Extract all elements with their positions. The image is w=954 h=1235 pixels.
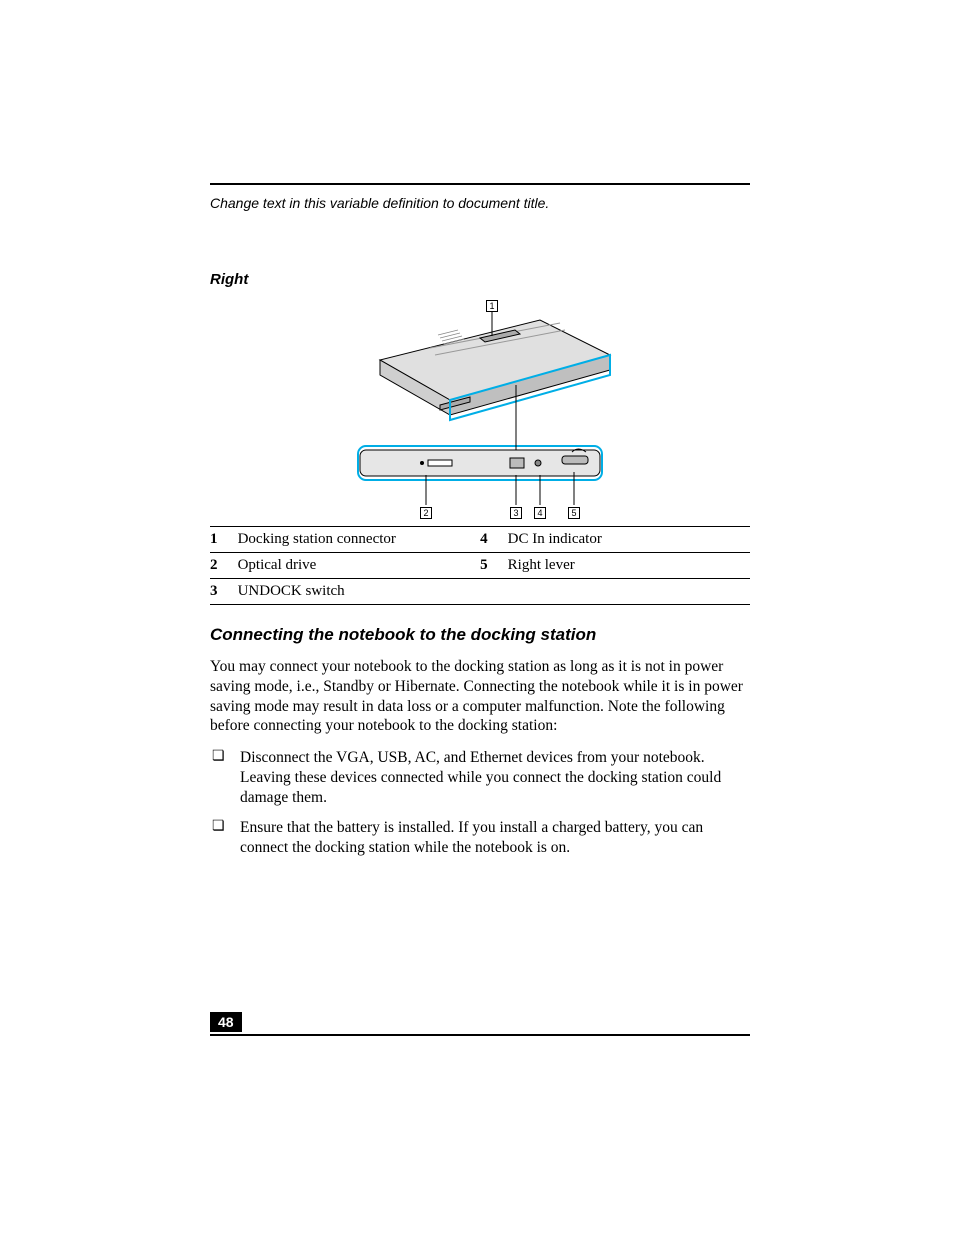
docking-station-diagram: 1 2 3 4 5 <box>340 300 620 520</box>
callout-4: 4 <box>534 507 546 519</box>
legend-num: 2 <box>210 553 238 579</box>
legend-num: 3 <box>210 579 238 605</box>
callout-2: 2 <box>420 507 432 519</box>
header-rule <box>210 183 750 185</box>
legend-num: 5 <box>480 553 508 579</box>
legend-label: Optical drive <box>238 553 480 579</box>
footer-rule <box>210 1034 750 1036</box>
legend-label: UNDOCK switch <box>238 579 480 605</box>
table-row: 1 Docking station connector 4 DC In indi… <box>210 527 750 553</box>
figure-caption: Right <box>210 271 750 288</box>
legend-label <box>508 579 750 605</box>
legend-num <box>480 579 508 605</box>
body-paragraph: You may connect your notebook to the doc… <box>210 657 750 736</box>
table-row: 3 UNDOCK switch <box>210 579 750 605</box>
figure-container: 1 2 3 4 5 <box>210 300 750 520</box>
page-number: 48 <box>210 1012 242 1032</box>
callout-1: 1 <box>486 300 498 312</box>
callout-3: 3 <box>510 507 522 519</box>
legend-table: 1 Docking station connector 4 DC In indi… <box>210 526 750 605</box>
list-item: Disconnect the VGA, USB, AC, and Etherne… <box>210 748 750 807</box>
legend-num: 1 <box>210 527 238 553</box>
page-footer: 48 <box>210 1012 750 1036</box>
diagram-svg <box>340 300 620 520</box>
legend-num: 4 <box>480 527 508 553</box>
legend-label: Docking station connector <box>238 527 480 553</box>
legend-label: DC In indicator <box>508 527 750 553</box>
list-item: Ensure that the battery is installed. If… <box>210 818 750 858</box>
section-heading: Connecting the notebook to the docking s… <box>210 625 750 645</box>
running-head: Change text in this variable definition … <box>210 195 750 211</box>
bullet-list: Disconnect the VGA, USB, AC, and Etherne… <box>210 748 750 857</box>
legend-label: Right lever <box>508 553 750 579</box>
callout-5: 5 <box>568 507 580 519</box>
table-row: 2 Optical drive 5 Right lever <box>210 553 750 579</box>
